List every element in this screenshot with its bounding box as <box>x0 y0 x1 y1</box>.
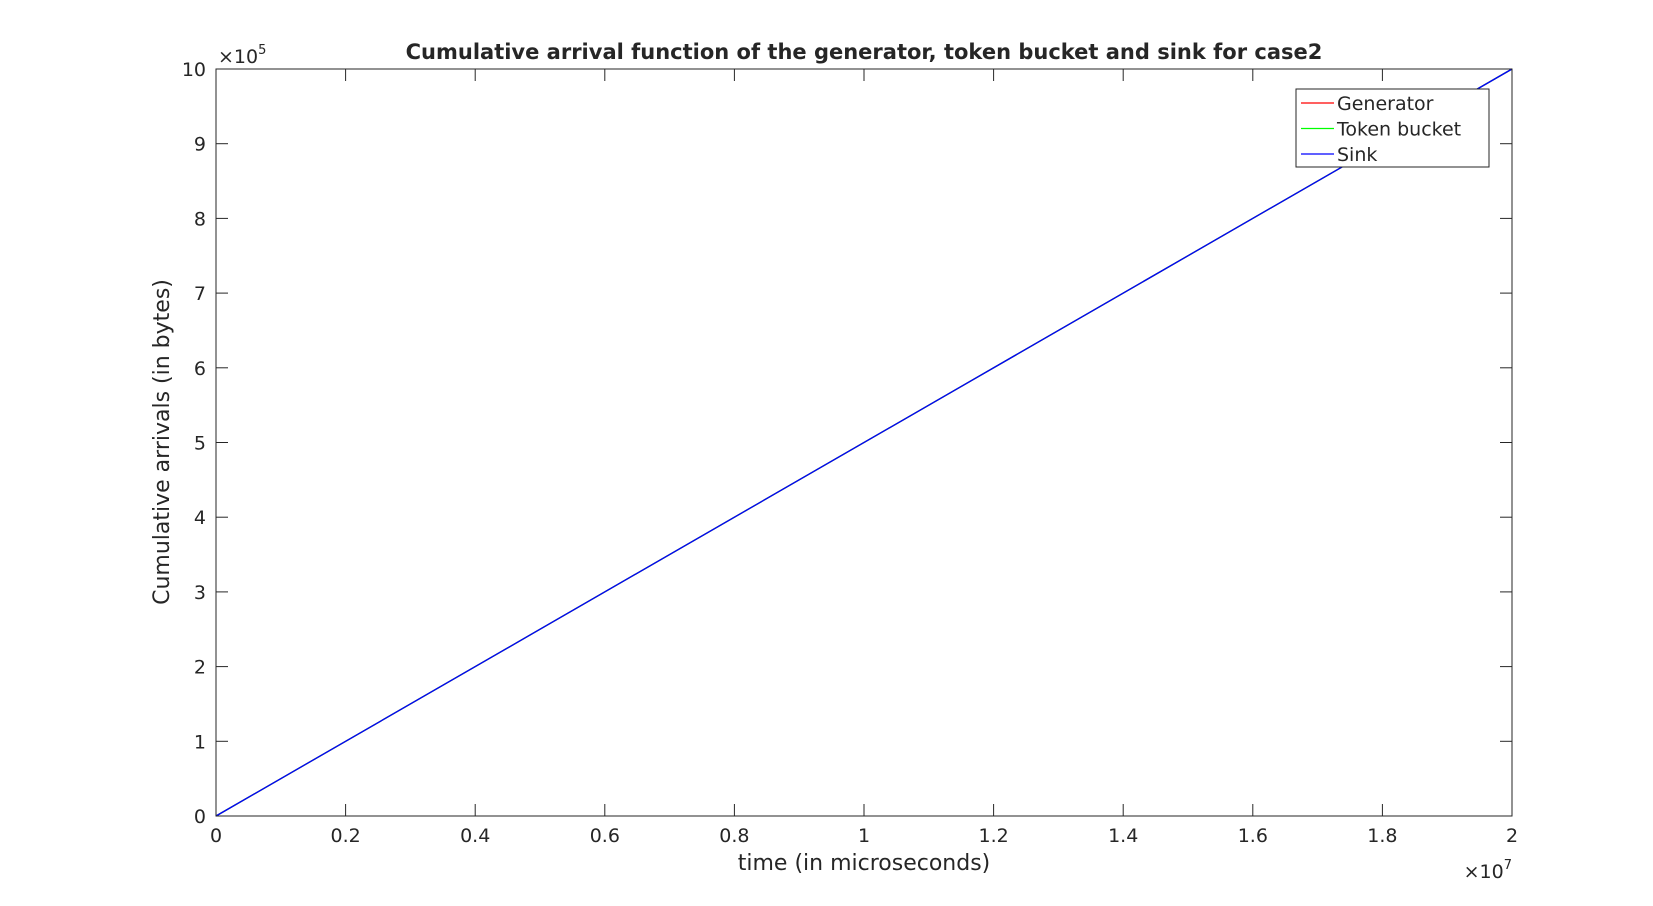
legend-entry: Sink <box>1337 144 1377 166</box>
y-tick-labels: 0 1 2 3 4 5 6 7 8 9 10 <box>182 59 206 828</box>
y-tick-label: 2 <box>194 657 206 679</box>
y-tick-label: 0 <box>194 806 206 828</box>
legend: Generator Token bucket Sink <box>1295 88 1490 168</box>
y-tick-label: 1 <box>194 731 206 753</box>
x-tick-label: 0.2 <box>330 825 360 847</box>
x-axis-label: time (in microseconds) <box>738 851 991 876</box>
x-tick-label: 1.2 <box>978 825 1008 847</box>
x-tick-label: 0.4 <box>460 825 490 847</box>
y-axis-label: Cumulative arrivals (in bytes) <box>150 279 175 605</box>
y-tick-label: 9 <box>194 134 206 156</box>
x-tick-label: 2 <box>1506 825 1518 847</box>
legend-entry: Token bucket <box>1336 119 1461 141</box>
x-exponent-label: ×107 <box>1464 858 1512 883</box>
x-tick-label: 1.8 <box>1367 825 1397 847</box>
y-tick-label: 6 <box>194 358 206 380</box>
y-tick-label: 7 <box>194 283 206 305</box>
y-tick-label: 3 <box>194 582 206 604</box>
x-tick-label: 1.6 <box>1238 825 1268 847</box>
axes-box <box>215 68 1513 817</box>
y-tick-label: 5 <box>194 433 206 455</box>
series-line-sink <box>215 68 1513 817</box>
y-tick-label: 4 <box>194 507 206 529</box>
x-tick-label: 1 <box>858 825 870 847</box>
x-exponent-power: 7 <box>1504 858 1512 873</box>
y-exponent-label: ×105 <box>218 43 266 68</box>
x-tick-label: 0.6 <box>590 825 620 847</box>
series-layer <box>215 68 1513 817</box>
x-tick-labels: 0 0.2 0.4 0.6 0.8 1 1.2 1.4 1.6 1.8 2 <box>210 825 1518 847</box>
y-exponent-power: 5 <box>258 43 266 58</box>
x-tick-label: 0 <box>210 825 222 847</box>
x-tick-label: 0.8 <box>719 825 749 847</box>
y-tick-label: 8 <box>194 208 206 230</box>
x-tick-label: 1.4 <box>1108 825 1138 847</box>
legend-entry: Generator <box>1337 93 1434 115</box>
y-tick-label: 10 <box>182 59 206 81</box>
chart-title: Cumulative arrival function of the gener… <box>406 40 1323 64</box>
